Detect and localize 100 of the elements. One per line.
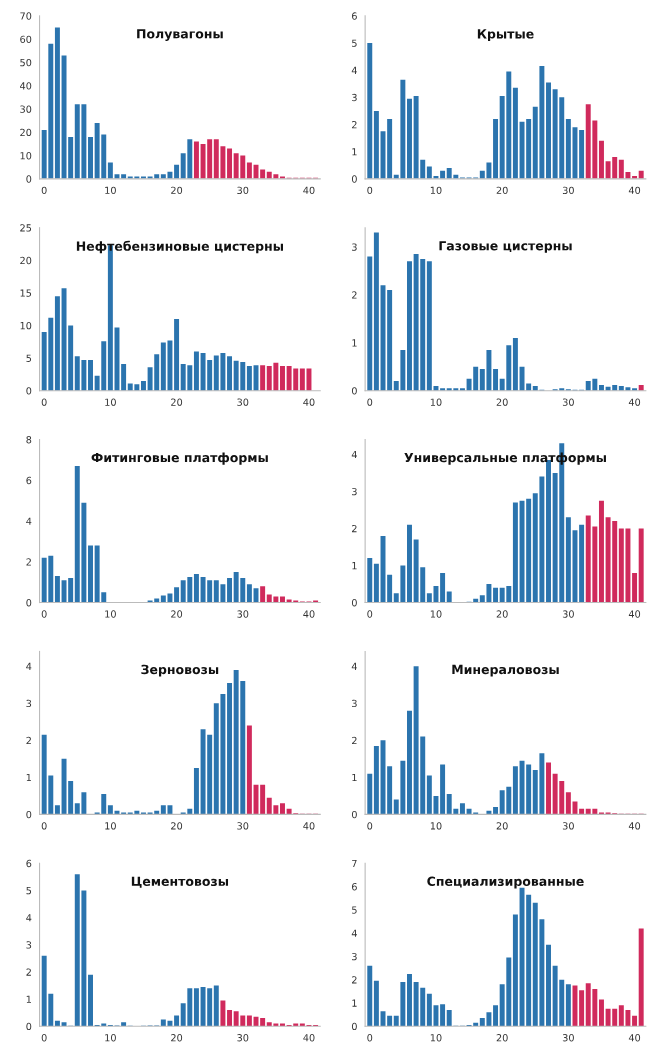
y-tick-label: 8 [26, 436, 32, 444]
x-tick-label: 0 [41, 610, 47, 618]
y-tick-label: 1 [352, 339, 357, 347]
x-tick-label: 40 [628, 186, 641, 194]
x-tick-label: 30 [562, 186, 574, 194]
y-tick-label: 0 [351, 175, 357, 183]
y-tick-label: 70 [20, 12, 32, 20]
x-tick-label: 20 [496, 822, 508, 830]
y-tick-label: 4 [351, 451, 357, 459]
y-tick-label: 3 [352, 699, 357, 708]
x-tick-label: 10 [430, 1034, 442, 1042]
x-tick-label: 0 [367, 822, 373, 830]
y-tick-label: 4 [26, 517, 32, 525]
x-tick-label: 0 [367, 398, 373, 406]
x-tick-label: 10 [430, 610, 442, 618]
x-tick-label: 20 [496, 186, 508, 194]
y-tick-label: 1 [26, 995, 31, 1003]
y-tick-label: 6 [26, 476, 32, 485]
x-tick-label: 0 [41, 822, 47, 830]
y-tick-label: 5 [26, 887, 32, 895]
x-tick-label: 0 [367, 1034, 373, 1042]
text: Крытые [477, 29, 534, 41]
x-tick-label: 40 [628, 822, 641, 830]
x-tick-label: 10 [105, 822, 116, 830]
x-tick-label: 40 [303, 610, 315, 618]
x-tick-label: 20 [496, 398, 508, 406]
x-tick-label: 10 [105, 398, 116, 406]
y-tick-label: 3 [352, 93, 357, 102]
y-tick-label: 2 [352, 736, 357, 745]
y-tick-label: 1 [26, 773, 31, 782]
y-tick-label: 15 [20, 289, 32, 297]
y-tick-label: 10 [20, 321, 32, 330]
x-tick-label: 10 [105, 610, 116, 618]
y-tick-label: 3 [26, 699, 32, 708]
x-tick-label: 0 [41, 1034, 47, 1042]
y-tick-label: 6 [26, 859, 32, 868]
y-tick-label: 2 [352, 976, 357, 984]
x-tick-label: 20 [171, 1034, 183, 1042]
y-tick-label: 3 [352, 487, 357, 496]
y-tick-label: 7 [352, 859, 357, 867]
x-tick-label: 30 [237, 398, 249, 406]
x-tick-label: 40 [303, 186, 315, 194]
text: Специализированные [427, 876, 584, 889]
y-tick-label: 3 [26, 941, 32, 949]
y-tick-label: 2 [352, 120, 357, 129]
y-tick-label: 0 [26, 387, 32, 395]
y-tick-label: 10 [20, 152, 32, 160]
y-tick-label: 2 [352, 524, 357, 533]
text: Минераловозы [452, 664, 559, 677]
text: Газовые цистерны [439, 241, 572, 253]
x-tick-label: 20 [171, 186, 183, 194]
x-tick-label: 40 [303, 1034, 315, 1042]
text: Цементовозы [131, 876, 229, 888]
y-tick-label: 1 [352, 999, 357, 1007]
x-tick-label: 40 [628, 610, 641, 618]
x-tick-label: 30 [237, 1034, 249, 1042]
y-tick-label: 30 [20, 105, 32, 113]
y-tick-label: 50 [20, 58, 32, 67]
y-tick-label: 5 [352, 906, 357, 914]
y-tick-label: 5 [352, 39, 357, 47]
y-tick-label: 1 [352, 773, 357, 782]
x-tick-label: 40 [303, 398, 315, 406]
x-tick-label: 0 [367, 610, 373, 618]
x-tick-label: 30 [562, 822, 574, 830]
x-tick-label: 40 [303, 822, 315, 830]
x-tick-label: 10 [430, 398, 442, 406]
y-tick-label: 0 [351, 387, 357, 395]
y-tick-label: 0 [26, 175, 32, 183]
y-tick-label: 0 [26, 1022, 32, 1031]
x-tick-label: 10 [430, 186, 442, 194]
x-tick-label: 10 [105, 186, 116, 194]
y-tick-label: 4 [26, 914, 32, 922]
y-tick-label: 3 [352, 952, 357, 961]
x-tick-label: 30 [562, 610, 574, 618]
x-tick-label: 0 [41, 398, 47, 406]
y-tick-label: 0 [351, 599, 357, 607]
y-tick-label: 0 [351, 810, 357, 819]
y-tick-label: 4 [351, 66, 357, 74]
text: Фитинговые платформы [91, 452, 268, 465]
x-tick-label: 0 [367, 186, 373, 194]
x-tick-label: 20 [496, 1034, 508, 1042]
x-tick-label: 0 [41, 186, 47, 194]
x-tick-label: 40 [628, 398, 641, 406]
x-tick-label: 30 [562, 1034, 574, 1042]
y-tick-label: 2 [26, 736, 31, 745]
x-tick-label: 30 [562, 398, 574, 406]
x-tick-label: 30 [237, 610, 249, 618]
x-tick-label: 10 [430, 822, 442, 830]
y-tick-label: 2 [26, 558, 31, 566]
text: Зерновозы [141, 664, 219, 677]
x-tick-label: 30 [237, 822, 249, 830]
y-tick-label: 4 [351, 662, 357, 670]
x-tick-label: 40 [628, 1034, 641, 1042]
y-tick-label: 25 [20, 224, 32, 232]
y-tick-label: 2 [352, 291, 357, 299]
x-tick-label: 20 [171, 398, 183, 406]
x-tick-label: 20 [171, 822, 183, 830]
y-tick-label: 0 [26, 599, 32, 607]
y-tick-label: 0 [351, 1022, 357, 1031]
y-tick-label: 1 [352, 562, 357, 570]
